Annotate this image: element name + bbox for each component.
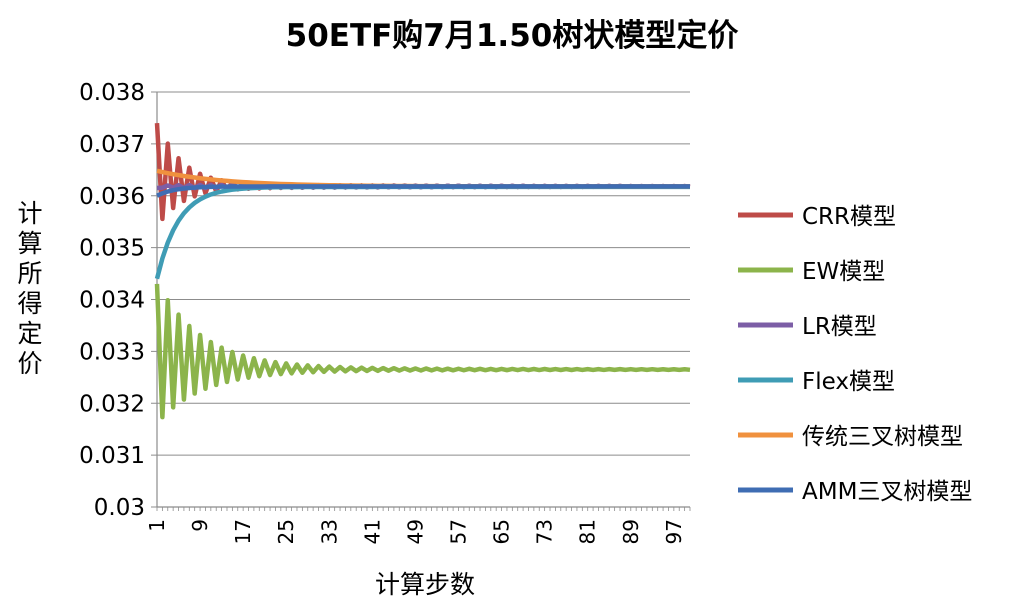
x-tick-label: 65 (490, 519, 514, 544)
y-tick-label: 0.035 (79, 236, 145, 262)
x-tick-label: 73 (533, 519, 557, 544)
legend-label: EW模型 (802, 259, 885, 285)
grid (157, 91, 690, 508)
x-axis-ticks: 1 9 17 25 33 41 49 57 65 73 81 89 97 (145, 507, 691, 544)
chart-title: 50ETF购7月1.50树状模型定价 (286, 18, 739, 54)
x-tick-label: 49 (403, 519, 427, 544)
y-tick-label: 0.031 (79, 443, 145, 469)
x-tick-label: 97 (662, 519, 686, 544)
x-tick-label: 81 (576, 519, 600, 544)
series-lines (154, 122, 691, 420)
y-tick-label: 0.038 (79, 80, 145, 106)
y-tick-label: 0.037 (79, 132, 145, 158)
x-tick-label: 9 (188, 519, 212, 532)
legend-label: Flex模型 (802, 369, 895, 395)
series-line (154, 184, 690, 280)
y-axis-label: 计算所得定价 (17, 199, 42, 378)
x-tick-label: 33 (317, 519, 341, 544)
legend-label: 传统三叉树模型 (802, 424, 963, 450)
x-tick-label: 1 (145, 519, 169, 532)
y-axis-ticks: 0.038 0.037 0.036 0.035 0.034 0.033 0.032 0.031… (79, 80, 157, 521)
legend-label: CRR模型 (802, 204, 896, 230)
y-tick-label: 0.034 (79, 288, 145, 314)
y-tick-label: 0.032 (79, 391, 145, 417)
series-line (156, 184, 690, 198)
x-tick-label: 17 (231, 519, 255, 544)
y-tick-label: 0.033 (79, 339, 145, 365)
x-tick-label: 25 (274, 519, 298, 544)
x-tick-label: 89 (619, 519, 643, 544)
x-tick-label: 41 (360, 519, 384, 544)
series-line (154, 283, 691, 420)
y-tick-label: 0.036 (79, 184, 145, 210)
x-axis-label: 计算步数 (375, 570, 475, 599)
y-tick-label: 0.03 (94, 495, 145, 521)
legend-label: AMM三叉树模型 (802, 479, 972, 505)
x-tick-label: 57 (446, 519, 470, 544)
legend-label: LR模型 (802, 314, 877, 340)
series-line (154, 122, 691, 222)
